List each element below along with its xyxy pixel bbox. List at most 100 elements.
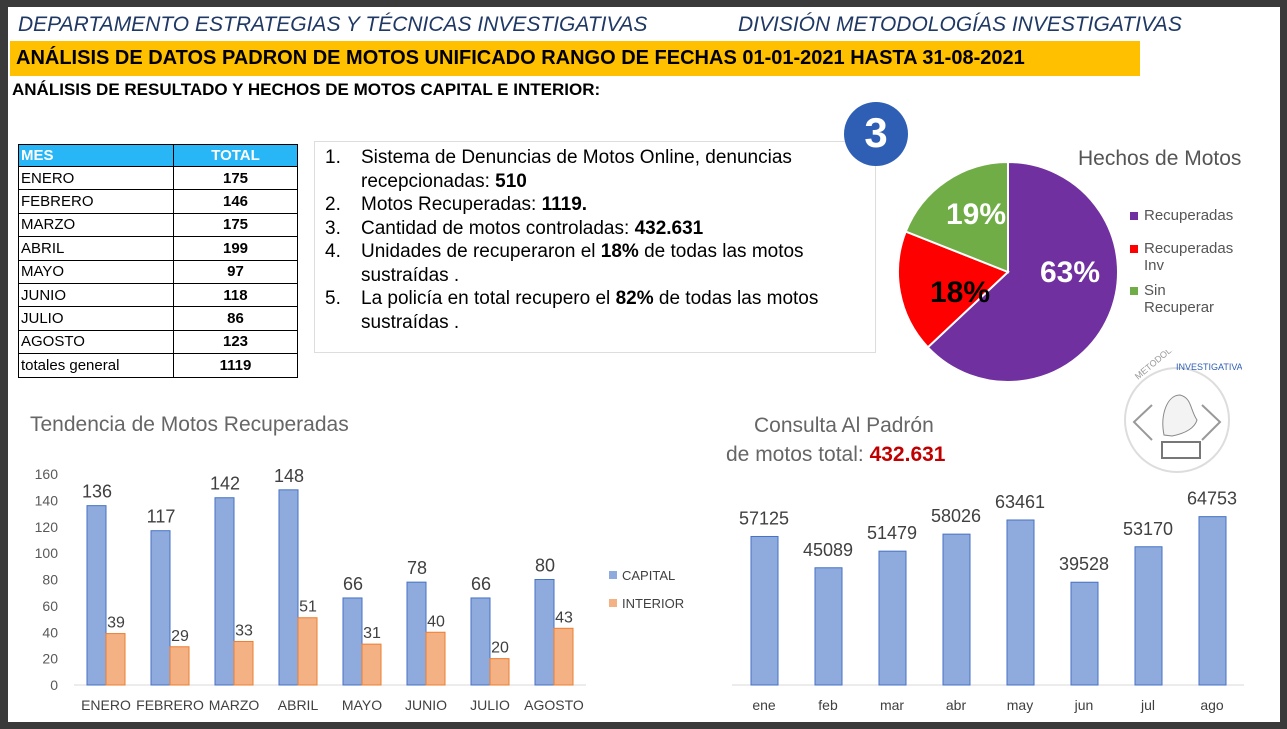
interior-bar <box>361 643 382 686</box>
slide: DEPARTAMENTO ESTRATEGIAS Y TÉCNICAS INVE… <box>8 7 1280 722</box>
trend-bar-chart: 0 20 40 60 80 100 120 140 160 136 39 ENERO 117 29 FEBR… <box>35 466 684 713</box>
header-mes: MES <box>18 144 174 167</box>
y-tick-label: 140 <box>35 492 59 508</box>
x-tick-label: ago <box>1200 697 1224 713</box>
table-row: ABRIL 199 <box>18 236 298 261</box>
item-text-post: de todas las motos sustraídas . <box>361 288 819 333</box>
department-title: DEPARTAMENTO ESTRATEGIAS Y TÉCNICAS INVE… <box>18 13 648 36</box>
bar-value-label: 78 <box>407 558 427 578</box>
legend-label: Recuperadas <box>1144 207 1234 224</box>
y-tick-label: 20 <box>42 651 58 667</box>
table-row: FEBRERO 146 <box>18 189 298 214</box>
pie-label: 19% <box>946 198 1006 231</box>
item-highlight: 82% <box>615 288 654 309</box>
legend-swatch <box>609 571 617 579</box>
month-cell: JULIO <box>18 306 174 331</box>
interior-bar <box>425 631 446 686</box>
capital-bar <box>86 505 107 686</box>
padron-bar <box>878 550 907 686</box>
y-tick-label: 120 <box>35 519 59 535</box>
padron-bar <box>1134 546 1163 686</box>
y-tick-label: 0 <box>50 677 58 693</box>
bar-value-label: 39528 <box>1059 554 1109 574</box>
bar-value-label: 53170 <box>1123 519 1173 539</box>
bar-value-label: 20 <box>491 640 509 657</box>
table-row: MAYO 97 <box>18 259 298 284</box>
total-cell: 175 <box>173 165 298 191</box>
item-text: Motos Recuperadas: 1119. <box>361 193 587 217</box>
total-cell: 199 <box>173 236 298 261</box>
padron-bar <box>1006 519 1035 686</box>
x-tick-label: AGOSTO <box>524 697 584 713</box>
bar-value-label: 64753 <box>1187 489 1237 509</box>
padron-bar <box>1198 516 1227 686</box>
total-cell: 86 <box>173 306 298 331</box>
month-cell: MAYO <box>18 259 174 284</box>
table-row: totales general 1119 <box>18 353 298 378</box>
padron-chart-subtitle: de motos total: 432.631 <box>726 443 946 467</box>
month-cell: FEBRERO <box>18 189 174 214</box>
trend-chart-title: Tendencia de Motos Recuperadas <box>30 413 349 436</box>
legend-item: Recuperadas Inv <box>1130 240 1260 274</box>
slide-number-badge: 3 <box>844 102 908 166</box>
legend-label: Sin Recuperar <box>1144 282 1215 316</box>
interior-bar <box>169 646 190 686</box>
interior-bar <box>297 617 318 686</box>
capital-bar <box>150 530 171 686</box>
legend-item: Sin Recuperar <box>1130 282 1260 316</box>
item-number: 1. <box>325 147 341 168</box>
table-row: AGOSTO 123 <box>18 329 298 355</box>
pie-slice <box>897 230 1010 349</box>
item-text-pre: Cantidad de motos controladas: <box>361 217 635 239</box>
legend-label: CAPITAL <box>622 568 675 583</box>
capital-bar <box>342 597 363 686</box>
bar-value-label: 66 <box>343 574 363 594</box>
pie-label: 18% <box>930 276 990 309</box>
item-text: Cantidad de motos controladas: 432.631 <box>361 217 703 241</box>
table-row: JULIO 86 <box>18 306 298 331</box>
bar-value-label: 51479 <box>867 523 917 543</box>
table-row: JUNIO 118 <box>18 282 298 308</box>
capital-bar <box>278 489 299 686</box>
bar-value-label: 40 <box>427 613 445 630</box>
bar-value-label: 29 <box>171 628 189 645</box>
item-number: 2. <box>325 194 341 215</box>
x-tick-label: MAYO <box>342 697 382 713</box>
legend-swatch <box>609 599 617 607</box>
capital-bar <box>534 579 555 686</box>
padron-bar-chart: 57125 ene 45089 feb 51479 mar 58026 abr 63461 may… <box>732 489 1244 713</box>
x-tick-label: feb <box>818 697 838 713</box>
item-text: Sistema de Denuncias de Motos Online, de… <box>361 146 865 193</box>
capital-bar <box>406 581 427 686</box>
item-highlight: 18% <box>600 241 639 262</box>
total-cell: 97 <box>173 259 298 284</box>
table-row: MARZO 175 <box>18 212 298 238</box>
item-text: La policía en total recupero el 82% de t… <box>361 287 865 334</box>
interior-bar <box>233 640 254 686</box>
pie-slice <box>904 160 1009 274</box>
x-tick-label: JUNIO <box>405 697 447 713</box>
bar-value-label: 142 <box>210 474 240 494</box>
pie-slice <box>926 160 1119 383</box>
bar-value-label: 63461 <box>995 492 1045 512</box>
table-row: ENERO 175 <box>18 165 298 191</box>
item-number: 5. <box>325 288 341 309</box>
x-tick-label: may <box>1007 697 1033 713</box>
bar-value-label: 51 <box>299 599 317 616</box>
item-highlight: 432.631 <box>634 217 704 239</box>
pie-title: Hechos de Motos <box>1078 147 1242 170</box>
total-cell: 1119 <box>173 353 298 378</box>
division-title: DIVISIÓN METODOLOGÍAS INVESTIGATIVAS <box>738 13 1182 36</box>
header-total: TOTAL <box>173 144 298 167</box>
legend-item: Recuperadas <box>1130 207 1260 224</box>
x-tick-label: JULIO <box>470 697 510 713</box>
y-tick-label: 160 <box>35 466 59 482</box>
item-highlight: 510 <box>495 170 527 192</box>
month-cell: AGOSTO <box>18 329 174 355</box>
division-logo: METODOLOGIAS INVESTIGATIVAS <box>1124 350 1242 473</box>
item-text-post: de todas las motos sustraídas . <box>361 241 804 286</box>
bar-value-label: 136 <box>82 482 112 502</box>
y-tick-label: 80 <box>42 572 58 588</box>
findings-list: 1. Sistema de Denuncias de Motos Online, … <box>314 141 876 353</box>
pie-legend: Recuperadas Recuperadas Inv Sin Recuperar <box>1130 207 1260 332</box>
